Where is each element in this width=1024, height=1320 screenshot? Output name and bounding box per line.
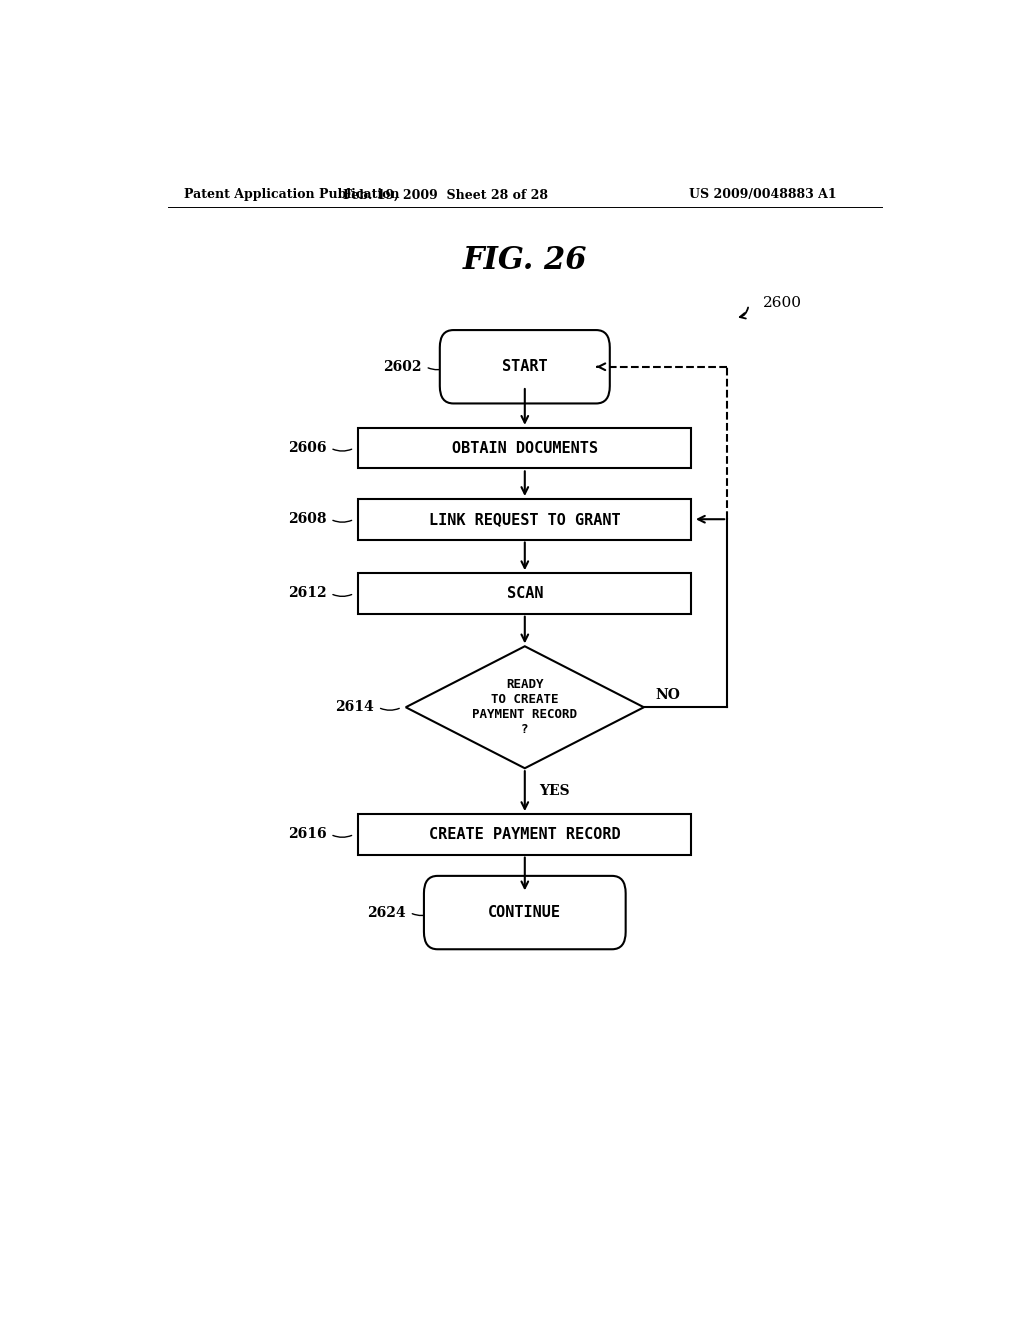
Text: 2616: 2616 xyxy=(288,828,327,841)
Text: CONTINUE: CONTINUE xyxy=(488,906,561,920)
FancyBboxPatch shape xyxy=(439,330,610,404)
Text: OBTAIN DOCUMENTS: OBTAIN DOCUMENTS xyxy=(452,441,598,455)
Text: 2608: 2608 xyxy=(288,512,327,527)
Text: CREATE PAYMENT RECORD: CREATE PAYMENT RECORD xyxy=(429,826,621,842)
Text: LINK REQUEST TO GRANT: LINK REQUEST TO GRANT xyxy=(429,512,621,527)
Text: Feb. 19, 2009  Sheet 28 of 28: Feb. 19, 2009 Sheet 28 of 28 xyxy=(343,189,548,202)
Bar xyxy=(358,573,691,614)
Bar xyxy=(358,428,691,469)
Text: YES: YES xyxy=(539,784,569,799)
Text: SCAN: SCAN xyxy=(507,586,543,601)
Polygon shape xyxy=(406,647,644,768)
Text: START: START xyxy=(502,359,548,375)
Bar xyxy=(358,814,691,854)
Text: 2606: 2606 xyxy=(288,441,327,455)
Text: 2612: 2612 xyxy=(288,586,327,601)
Text: FIG. 26: FIG. 26 xyxy=(463,244,587,276)
Text: US 2009/0048883 A1: US 2009/0048883 A1 xyxy=(689,189,837,202)
Text: NO: NO xyxy=(655,688,681,702)
Text: READY
TO CREATE
PAYMENT RECORD
?: READY TO CREATE PAYMENT RECORD ? xyxy=(472,678,578,737)
Bar xyxy=(358,499,691,540)
Text: 2602: 2602 xyxy=(383,360,422,374)
FancyBboxPatch shape xyxy=(424,876,626,949)
Text: 2624: 2624 xyxy=(368,906,406,920)
Text: 2600: 2600 xyxy=(763,296,802,310)
Text: 2614: 2614 xyxy=(335,700,374,714)
Text: Patent Application Publication: Patent Application Publication xyxy=(183,189,399,202)
